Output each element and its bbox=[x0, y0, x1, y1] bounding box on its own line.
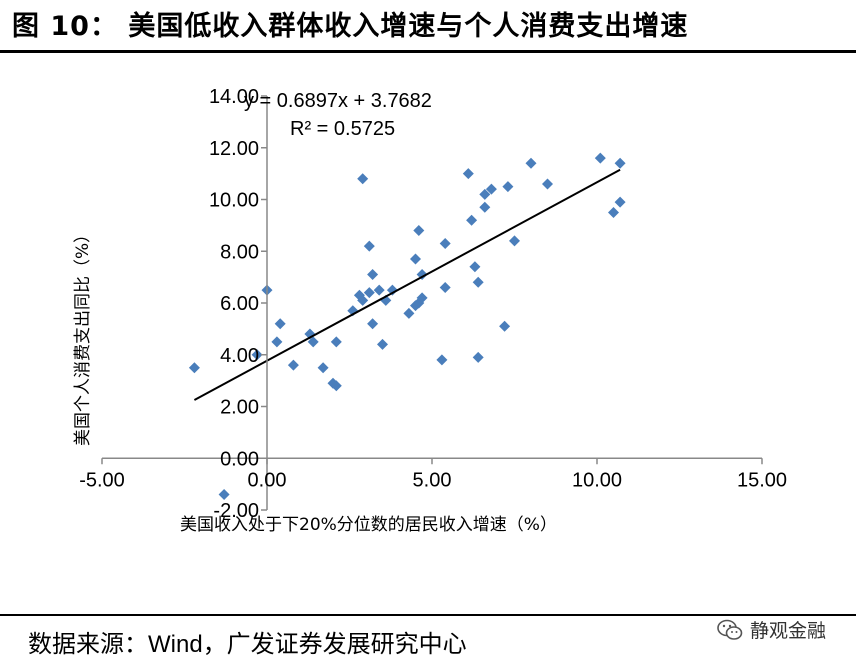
data-point bbox=[472, 276, 484, 288]
y-tick-label: 6.00 bbox=[220, 293, 259, 315]
trend-equation: y = 0.6897x + 3.7682 bbox=[244, 90, 432, 112]
wechat-icon bbox=[717, 619, 743, 640]
data-point bbox=[363, 240, 375, 252]
data-point bbox=[367, 269, 379, 281]
source-suffix: ，广发证券发展研究中心 bbox=[202, 630, 467, 658]
data-point bbox=[218, 488, 230, 500]
brand-name: 静观金融 bbox=[750, 620, 827, 642]
data-point bbox=[363, 287, 375, 299]
data-point bbox=[307, 336, 319, 348]
data-point bbox=[509, 235, 520, 247]
data-point bbox=[614, 157, 626, 169]
data-point bbox=[386, 284, 398, 296]
data-point bbox=[614, 196, 626, 208]
data-point bbox=[479, 188, 491, 200]
data-point bbox=[416, 292, 428, 304]
data-point bbox=[499, 320, 511, 332]
data-point bbox=[357, 173, 369, 185]
data-point bbox=[439, 237, 451, 249]
x-tick-label: 5.00 bbox=[413, 469, 452, 491]
data-point bbox=[436, 354, 448, 366]
trend-line bbox=[193, 168, 621, 401]
data-point bbox=[287, 359, 299, 371]
data-point bbox=[485, 183, 497, 195]
data-point bbox=[439, 281, 451, 293]
data-point bbox=[594, 152, 606, 164]
y-tick-label: 14.00 bbox=[209, 86, 259, 108]
scatter-chart: -5.00 0.00 5.00 10.00 15.00 -2.00 0.00 2.00 4.0… bbox=[73, 86, 787, 535]
source-rule bbox=[0, 614, 856, 616]
data-point bbox=[367, 318, 379, 330]
data-point bbox=[502, 181, 514, 193]
data-point bbox=[608, 206, 619, 218]
data-point bbox=[271, 336, 283, 348]
y-tick-label: 8.00 bbox=[220, 241, 259, 263]
x-axis-label: 美国收入处于下20%分位数的居民收入增速（%） bbox=[180, 515, 557, 535]
data-point bbox=[330, 336, 342, 348]
data-point bbox=[542, 178, 553, 190]
data-point bbox=[410, 253, 421, 265]
data-point bbox=[317, 362, 329, 374]
x-tick-label: 0.00 bbox=[248, 469, 287, 491]
y-tick-label: 4.00 bbox=[220, 345, 259, 367]
y-tick-label: 2.00 bbox=[220, 397, 259, 419]
data-point bbox=[466, 214, 478, 226]
data-point bbox=[357, 294, 369, 306]
data-point bbox=[413, 225, 425, 237]
title-rule bbox=[0, 50, 856, 53]
data-point bbox=[462, 168, 474, 180]
data-point bbox=[469, 261, 481, 273]
data-point bbox=[373, 284, 385, 296]
data-point bbox=[188, 362, 200, 374]
brand-mark: 静观金融 bbox=[716, 616, 826, 643]
x-tick-label: -5.00 bbox=[79, 469, 125, 491]
y-tick-label: 12.00 bbox=[209, 138, 259, 160]
trend-r-squared: R² = 0.5725 bbox=[290, 118, 395, 140]
figure-title: 图 10： 美国低收入群体收入增速与个人消费支出增速 bbox=[12, 11, 689, 42]
data-point bbox=[403, 307, 415, 319]
data-point bbox=[330, 380, 342, 392]
source-en: Wind bbox=[148, 631, 203, 658]
y-tick-label: 0.00 bbox=[220, 448, 259, 470]
data-point bbox=[472, 351, 484, 363]
x-tick-labels: -5.00 0.00 5.00 10.00 15.00 bbox=[79, 458, 787, 491]
y-tick-labels: -2.00 0.00 2.00 4.00 6.00 8.00 10.00 12.00 14.00 bbox=[209, 86, 267, 522]
data-point bbox=[251, 349, 263, 361]
x-tick-label: 10.00 bbox=[572, 469, 622, 491]
data-point bbox=[377, 338, 388, 350]
source-note: 数据来源：Wind，广发证券发展研究中心 bbox=[28, 624, 467, 659]
source-prefix: 数据来源： bbox=[28, 630, 148, 658]
y-axis-label: 美国个人消费支出同比（%） bbox=[73, 226, 93, 446]
data-point bbox=[525, 157, 537, 169]
data-points bbox=[188, 152, 626, 500]
data-point bbox=[479, 201, 491, 213]
y-tick-label: -2.00 bbox=[213, 500, 259, 522]
y-tick-label: 10.00 bbox=[209, 190, 259, 212]
data-point bbox=[274, 318, 286, 330]
x-tick-label: 15.00 bbox=[737, 469, 787, 491]
